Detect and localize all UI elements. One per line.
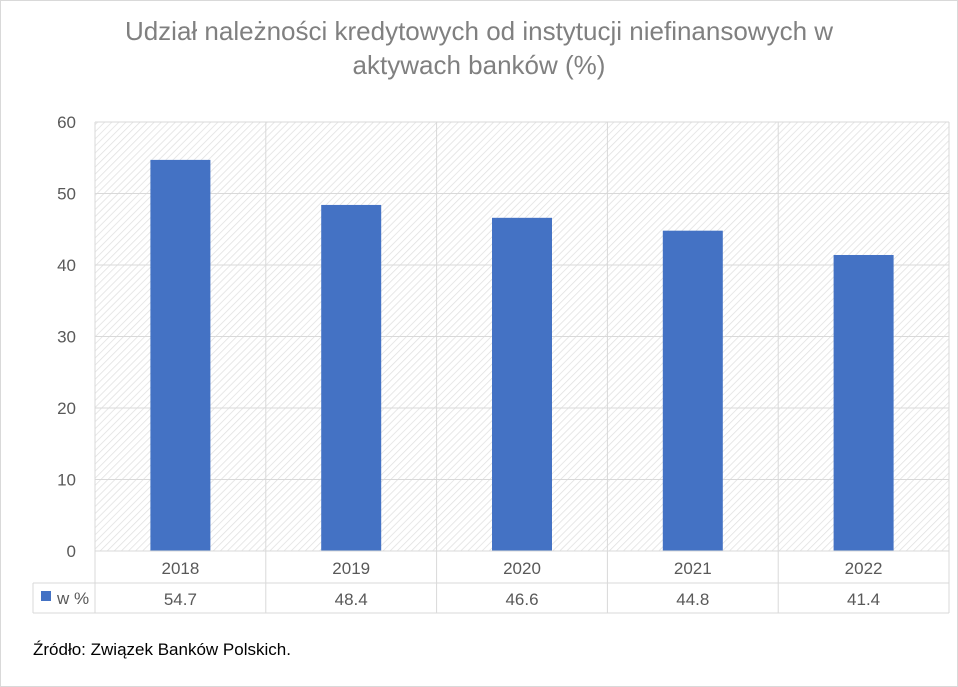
data-value-label: 46.6	[505, 590, 538, 609]
source-note: Źródło: Związek Banków Polskich.	[33, 640, 291, 659]
y-tick-label: 50	[57, 185, 76, 204]
legend-swatch	[41, 591, 51, 601]
x-tick-label: 2022	[845, 559, 883, 578]
data-value-label: 48.4	[335, 590, 368, 609]
x-tick-label: 2021	[674, 559, 712, 578]
y-tick-label: 20	[57, 399, 76, 418]
chart-title-line-1: Udział należności kredytowych od instytu…	[124, 16, 834, 46]
bar-2022	[833, 254, 894, 552]
bar-2021	[662, 230, 723, 551]
bar-2020	[492, 217, 552, 551]
y-tick-label: 30	[57, 328, 76, 347]
legend-label: w %	[56, 589, 89, 608]
x-tick-label: 2020	[503, 559, 541, 578]
x-tick-label: 2018	[161, 559, 199, 578]
chart-title: Udział należności kredytowych od instytu…	[0, 14, 958, 82]
x-tick-label: 2019	[332, 559, 370, 578]
data-value-label: 44.8	[676, 590, 709, 609]
bar-2019	[321, 204, 382, 551]
chart-title-line-2: aktywach banków (%)	[352, 50, 606, 80]
y-tick-label: 40	[57, 256, 76, 275]
y-tick-label: 10	[57, 471, 76, 490]
y-tick-label: 60	[57, 113, 76, 132]
bar-2018	[150, 159, 211, 551]
y-tick-label: 0	[67, 542, 76, 561]
data-value-label: 41.4	[847, 590, 880, 609]
data-value-label: 54.7	[164, 590, 197, 609]
